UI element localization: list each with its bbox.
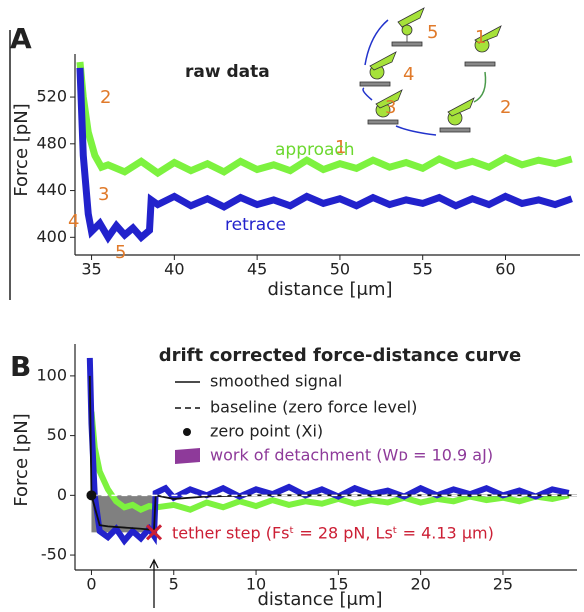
legend-label: zero point (Xi) xyxy=(210,422,323,441)
step-number: 2 xyxy=(100,87,111,108)
x-tick-label: 25 xyxy=(493,575,513,594)
y-tick-label: 0 xyxy=(57,485,67,504)
x-axis-label: distance [μm] xyxy=(257,589,382,610)
y-axis-label: Force [pN] xyxy=(11,103,32,196)
legend-swatch xyxy=(183,428,191,436)
x-tick-label: 35 xyxy=(81,260,101,279)
x-tick-label: 55 xyxy=(413,260,433,279)
panel-label: B xyxy=(10,350,31,383)
series-label: approach xyxy=(275,140,355,160)
legend-label: baseline (zero force level) xyxy=(210,398,417,417)
inset-cartoon xyxy=(359,7,502,136)
inset-number: 1 xyxy=(475,27,486,48)
series-line xyxy=(88,411,570,514)
x-tick-label: 0 xyxy=(86,575,96,594)
y-tick-label: 440 xyxy=(36,180,67,199)
x-tick-label: 50 xyxy=(330,260,350,279)
step-number: 3 xyxy=(98,184,109,205)
series-line xyxy=(76,61,573,178)
legend-label: work of detachment (Wᴅ = 10.9 aJ) xyxy=(210,446,493,465)
x-axis-label: distance [μm] xyxy=(267,279,392,300)
step-number: 5 xyxy=(115,242,126,263)
y-tick-label: 480 xyxy=(36,133,67,152)
y-tick-label: 100 xyxy=(36,365,67,384)
x-tick-label: 15 xyxy=(328,575,348,594)
x-tick-label: 20 xyxy=(410,575,430,594)
legend-label: smoothed signal xyxy=(210,372,342,391)
series-line xyxy=(86,357,570,546)
inset-number: 2 xyxy=(500,97,511,118)
y-tick-label: -50 xyxy=(41,545,67,564)
inset-number: 5 xyxy=(427,22,438,43)
zero-point xyxy=(86,490,97,501)
y-tick-label: 400 xyxy=(36,227,67,246)
inset-number: 4 xyxy=(403,64,414,85)
x-tick-label: 5 xyxy=(169,575,179,594)
x-tick-label: 10 xyxy=(246,575,266,594)
chart-title: raw data xyxy=(185,62,270,82)
panel-label: A xyxy=(10,22,32,55)
step-arrow xyxy=(149,558,159,608)
inset-number: 3 xyxy=(385,97,396,118)
x-tick-label: 40 xyxy=(164,260,184,279)
step-number: 1 xyxy=(335,137,346,158)
x-tick-label: 60 xyxy=(495,260,515,279)
x-tick-label: 45 xyxy=(247,260,267,279)
legend-swatch xyxy=(175,448,200,464)
series-line xyxy=(76,67,573,244)
chart-title: drift corrected force-distance curve xyxy=(159,345,521,366)
y-axis-label: Force [pN] xyxy=(11,413,32,506)
y-tick-label: 50 xyxy=(47,425,67,444)
series-label: retrace xyxy=(225,215,286,235)
y-tick-label: 520 xyxy=(36,87,67,106)
tether-step-marker xyxy=(145,524,163,541)
step-number: 4 xyxy=(68,211,79,232)
series-line xyxy=(88,375,577,531)
tether-step-label: tether step (Fsᵗ = 28 pN, Lsᵗ = 4.13 μm) xyxy=(172,524,494,543)
